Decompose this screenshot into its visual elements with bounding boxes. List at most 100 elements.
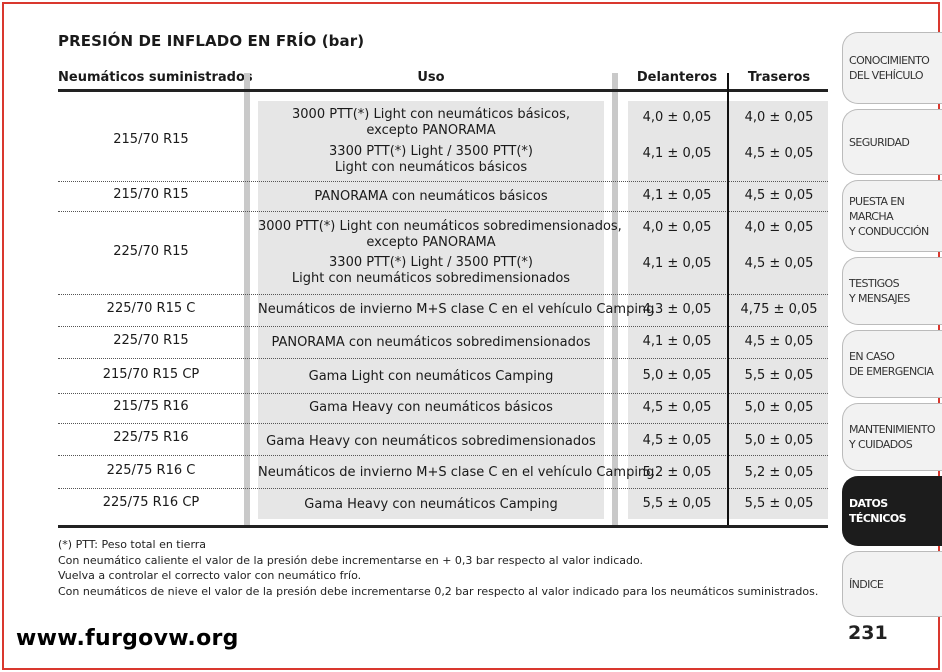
row-separator [58,211,828,212]
use-cell: 3000 PTT(*) Light con neumáticos sobredi… [258,219,622,234]
use-cell: Neumáticos de invierno M+S clase C en el… [258,465,655,480]
use-cell: 3300 PTT(*) Light / 3500 PTT(*) [329,255,533,270]
tyre-size-cell: 215/70 R15 [113,132,189,147]
chapter-tab-label: DE EMERGENCIA [849,365,934,378]
chapter-tab[interactable]: MANTENIMIENTO Y CUIDADOS [842,403,942,471]
rear-pressure-cell: 4,0 ± 0,05 [744,110,814,125]
front-pressure-cell: 4,0 ± 0,05 [642,110,712,125]
rear-pressure-cell: 4,75 ± 0,05 [740,302,818,317]
front-pressure-cell: 5,0 ± 0,05 [642,368,712,383]
rear-pressure-cell: 4,5 ± 0,05 [744,188,814,203]
chapter-tab-label: Y MENSAJES [849,292,910,305]
chapter-tab[interactable]: CONOCIMIENTO DEL VEHÍCULO [842,32,942,104]
chapter-tab[interactable]: SEGURIDAD [842,109,942,175]
header-front: Delanteros [636,70,718,85]
tyre-size-cell: 225/75 R16 C [106,462,196,478]
rear-pressure-cell: 4,0 ± 0,05 [744,220,814,235]
use-cell: excepto PANORAMA [366,123,496,138]
table-bottom-rule [58,525,828,528]
front-pressure-cell: 4,5 ± 0,05 [642,400,712,415]
tyre-size-cell: 215/70 R15 CP [102,366,200,382]
use-cell: PANORAMA con neumáticos básicos [314,189,548,204]
chapter-tab-label: DEL VEHÍCULO [849,69,924,82]
use-cell: Light con neumáticos básicos [334,160,528,175]
front-pressure-cell: 5,5 ± 0,05 [642,496,712,511]
chapter-tab-label: MANTENIMIENTO [849,423,935,436]
row-separator [58,326,828,327]
use-cell: Light con neumáticos sobredimensionados [291,271,571,286]
rear-pressure-cell: 5,0 ± 0,05 [744,433,814,448]
page-title: PRESIÓN DE INFLADO EN FRÍO (bar) [58,32,364,50]
chapter-tab-label: Y CUIDADOS [849,438,913,451]
chapter-tab[interactable]: TESTIGOS Y MENSAJES [842,257,942,325]
rear-pressure-cell: 4,5 ± 0,05 [744,256,814,271]
header-use: Uso [417,70,445,85]
chapter-tab-label: Y CONDUCCIÓN [849,224,929,238]
chapter-tab-label: SEGURIDAD [849,135,910,149]
note: Con neumático caliente el valor de la pr… [58,553,644,567]
use-cell: excepto PANORAMA [366,235,496,250]
row-separator [58,423,828,424]
row-separator [58,358,828,359]
row-separator [58,488,828,489]
chapter-tab-label: ÍNDICE [849,577,884,591]
use-cell: 3300 PTT(*) Light / 3500 PTT(*) [329,144,533,159]
use-cell: Gama Heavy con neumáticos Camping [304,497,558,512]
rear-pressure-cell: 5,5 ± 0,05 [744,368,814,383]
use-column-shade [258,101,604,519]
tyre-size-cell: 225/70 R15 [113,333,189,348]
row-separator [58,294,828,295]
front-pressure-cell: 4,1 ± 0,05 [642,334,712,349]
front-pressure-cell: 4,1 ± 0,05 [642,146,712,161]
rear-pressure-cell: 4,5 ± 0,05 [744,334,814,349]
use-cell: 3000 PTT(*) Light con neumáticos básicos… [292,107,570,122]
footnotes: (*) PTT: Peso total en tierra Con neumát… [58,537,818,599]
front-pressure-cell: 4,0 ± 0,05 [642,220,712,235]
note: Con neumáticos de nieve el valor de la p… [58,584,819,598]
row-separator [58,393,828,394]
front-pressure-cell: 4,1 ± 0,05 [642,256,712,271]
title-text: PRESIÓN DE INFLADO EN FRÍO [58,32,317,50]
tyre-size-cell: 215/75 R16 [113,399,189,414]
tyre-size-cell: 215/70 R15 [113,187,189,202]
chapter-tab-label: DATOS TÉCNICOS [849,497,907,525]
chapter-tab-label: PUESTA EN MARCHA [849,194,905,223]
page-number: 231 [848,622,888,644]
use-cell: PANORAMA con neumáticos sobredimensionad… [271,335,591,350]
tyre-size-cell: 225/70 R15 C [106,301,196,316]
column-divider-1 [244,73,250,525]
chapter-tab[interactable]: DATOS TÉCNICOS [842,476,942,546]
row-separator [58,455,828,456]
chapter-tab[interactable]: PUESTA EN MARCHA Y CONDUCCIÓN [842,180,942,252]
rear-pressure-cell: 5,2 ± 0,05 [744,465,814,480]
header-tyres: Neumáticos suministrados [58,70,253,85]
chapter-tab[interactable]: EN CASO DE EMERGENCIA [842,330,942,398]
chapter-tab-label: EN CASO [849,350,895,363]
rear-pressure-cell: 5,0 ± 0,05 [744,400,814,415]
use-cell: Gama Heavy con neumáticos básicos [309,400,553,415]
header-rear: Traseros [747,70,811,85]
note: Vuelva a controlar el correcto valor con… [58,569,362,582]
front-pressure-cell: 4,5 ± 0,05 [642,433,712,448]
chapter-tab[interactable]: ÍNDICE [842,551,942,617]
watermark: www.furgovw.org [16,626,239,651]
table-top-rule [58,89,828,92]
rear-pressure-cell: 4,5 ± 0,05 [744,146,814,161]
column-divider-2 [612,73,618,525]
chapter-tab-label: CONOCIMIENTO [849,54,930,67]
title-unit: (bar) [321,32,365,50]
front-pressure-cell: 4,3 ± 0,05 [642,302,712,317]
tyre-size-cell: 225/75 R16 [113,430,189,445]
front-pressure-cell: 5,2 ± 0,05 [642,465,712,480]
note: (*) PTT: Peso total en tierra [58,538,207,551]
chapter-tab-label: TESTIGOS [849,277,900,290]
rear-pressure-cell: 5,5 ± 0,05 [744,496,814,511]
tyre-size-cell: 225/70 R15 [113,243,189,259]
front-pressure-cell: 4,1 ± 0,05 [642,188,712,203]
column-divider-3 [727,73,729,528]
use-cell: Gama Light con neumáticos Camping [308,369,554,384]
tyre-size-cell: 225/75 R16 CP [102,494,200,510]
row-separator [58,181,828,182]
use-cell: Gama Heavy con neumáticos sobredimension… [266,434,596,449]
use-cell: Neumáticos de invierno M+S clase C en el… [258,302,655,317]
